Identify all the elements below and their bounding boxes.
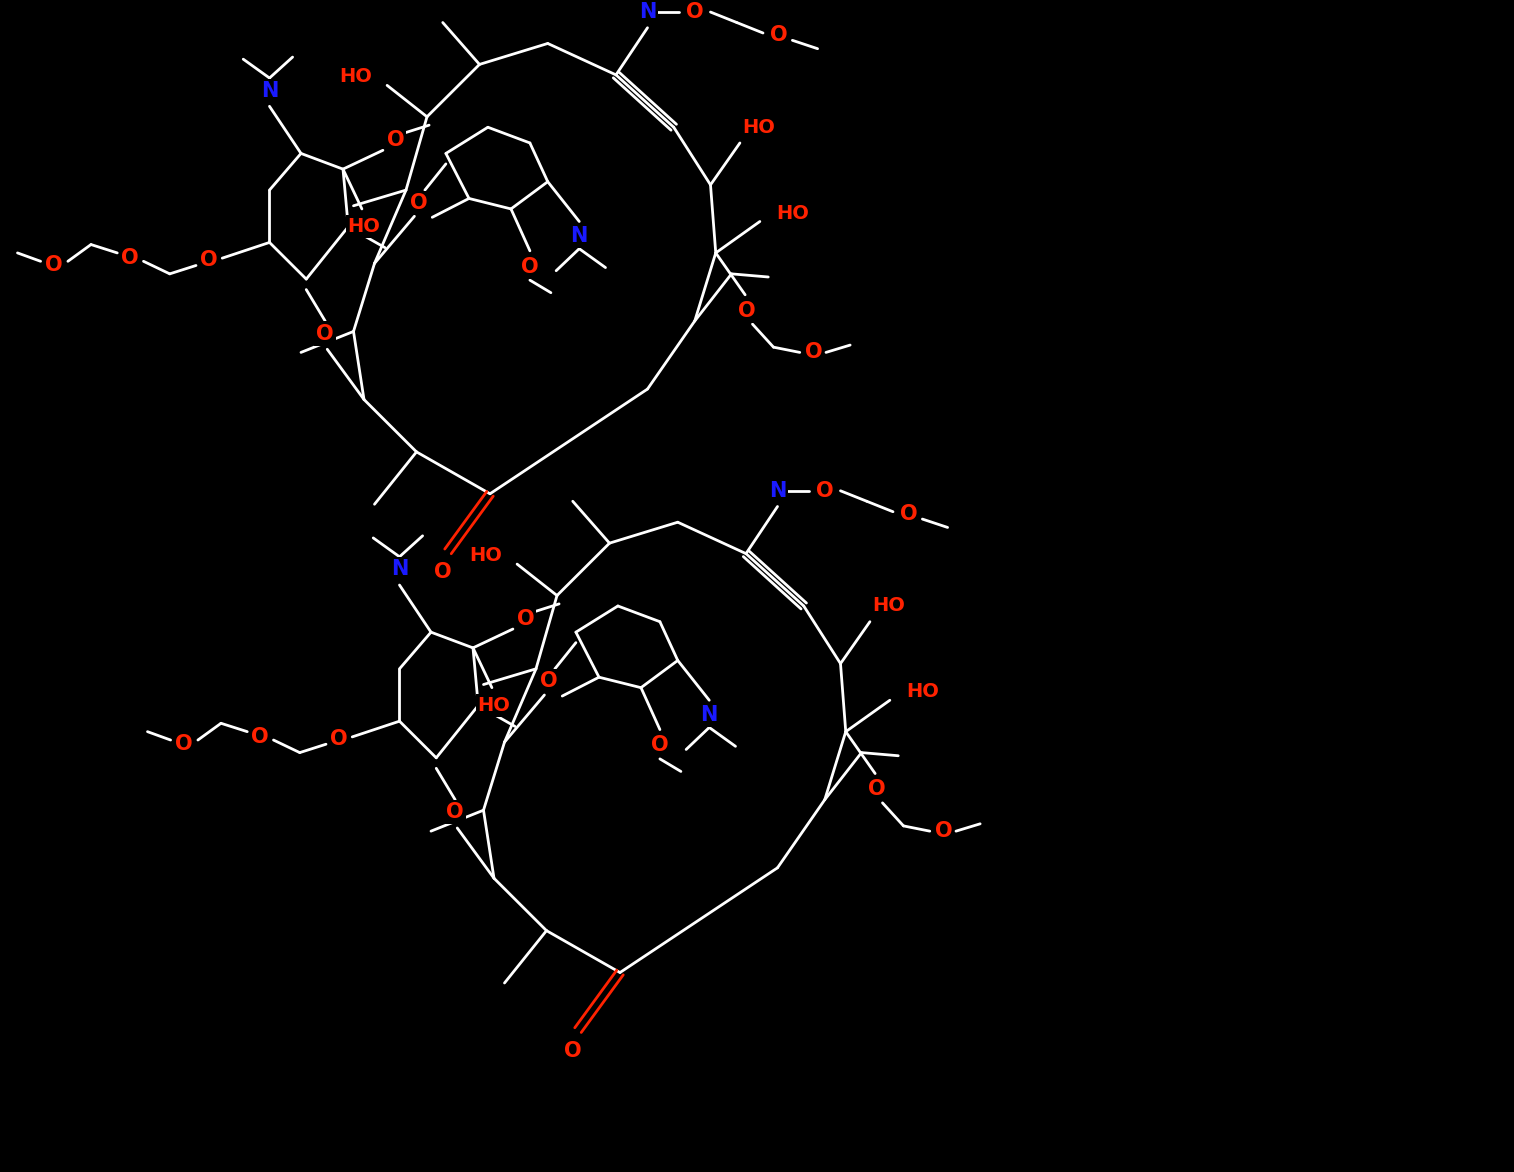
Text: O: O (521, 257, 539, 277)
Text: O: O (410, 192, 427, 212)
Text: HO: HO (777, 204, 810, 223)
Text: O: O (447, 803, 463, 823)
Text: O: O (121, 248, 139, 268)
Text: HO: HO (469, 546, 503, 565)
Text: O: O (200, 251, 218, 271)
Text: N: N (260, 81, 279, 101)
Text: O: O (516, 608, 534, 628)
Text: O: O (739, 300, 755, 320)
Text: O: O (176, 734, 194, 755)
Text: O: O (686, 2, 704, 22)
Text: O: O (435, 563, 451, 582)
Text: O: O (934, 822, 952, 841)
Text: O: O (816, 481, 834, 500)
Text: O: O (386, 130, 404, 150)
Text: O: O (45, 255, 64, 275)
Text: HO: HO (907, 682, 940, 701)
Text: O: O (899, 504, 917, 524)
Text: O: O (771, 25, 787, 45)
Text: O: O (540, 672, 557, 691)
Text: N: N (571, 226, 587, 246)
Text: HO: HO (742, 117, 775, 137)
Text: HO: HO (477, 696, 510, 715)
Text: O: O (251, 727, 268, 747)
Text: O: O (330, 729, 347, 749)
Text: N: N (639, 2, 656, 22)
Text: HO: HO (348, 217, 380, 237)
Text: N: N (391, 559, 409, 579)
Text: O: O (316, 323, 335, 343)
Text: O: O (869, 779, 886, 799)
Text: N: N (701, 704, 718, 725)
Text: N: N (769, 481, 786, 500)
Text: HO: HO (339, 68, 372, 87)
Text: HO: HO (872, 597, 905, 615)
Text: O: O (651, 735, 669, 755)
Text: O: O (563, 1041, 581, 1061)
Text: O: O (804, 342, 822, 362)
